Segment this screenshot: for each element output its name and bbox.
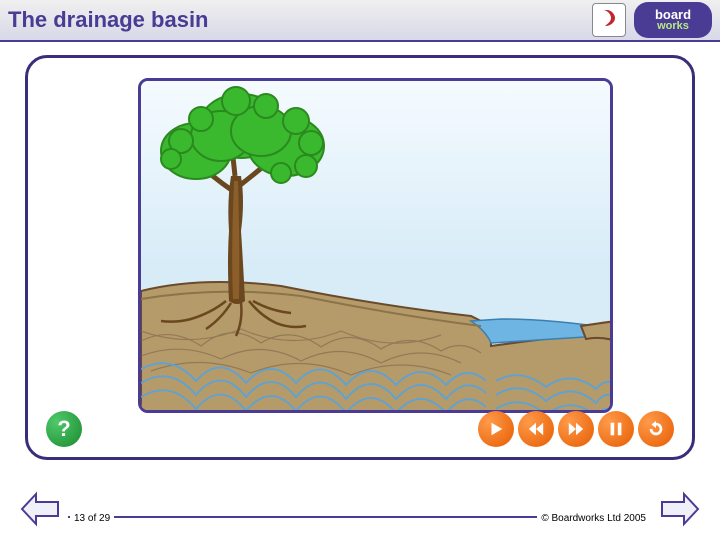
logo-text-2: works [657,21,689,32]
media-controls [478,411,674,447]
fast-forward-button[interactable] [558,411,594,447]
footer-divider [68,516,538,518]
restart-button[interactable] [638,411,674,447]
main-panel: ? [25,55,695,460]
boardworks-logo: board works [634,2,712,38]
next-slide-button[interactable] [658,490,702,528]
illustration-frame [138,78,613,413]
help-button[interactable]: ? [46,411,82,447]
play-button[interactable] [478,411,514,447]
help-icon: ? [57,416,70,442]
page-indicator: 13 of 29 [70,513,114,524]
flash-icon [592,3,626,37]
copyright-text: © Boardworks Ltd 2005 [537,513,650,524]
page-title: The drainage basin [8,7,209,33]
rewind-button[interactable] [518,411,554,447]
prev-slide-button[interactable] [18,490,62,528]
drainage-basin-illustration [141,81,610,410]
header-bar: The drainage basin board works [0,0,720,42]
pause-button[interactable] [598,411,634,447]
footer: 13 of 29 © Boardworks Ltd 2005 [0,480,720,530]
logo-area: board works [592,2,712,38]
